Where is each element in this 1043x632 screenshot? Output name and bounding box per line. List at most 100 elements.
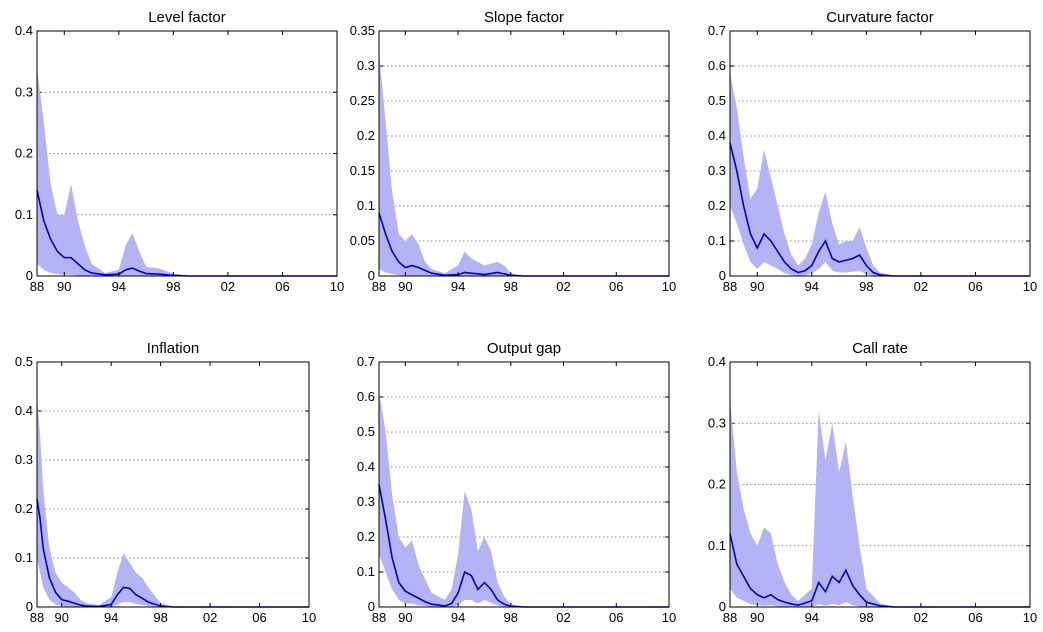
- x-tick-label: 02: [556, 610, 570, 625]
- panel-5: 0 0.1 0.2 0.3 0.4 88 90 94 98 02 06 10 Call rate: [708, 340, 1037, 625]
- y-tick-label: 0.4: [708, 128, 726, 143]
- x-tick-label: 10: [662, 610, 676, 625]
- plot-frame: [378, 30, 670, 277]
- series-line: [36, 190, 337, 277]
- confidence-band: [37, 396, 309, 607]
- y-tick-label: 0: [719, 599, 726, 614]
- x-tick-label: 94: [451, 279, 465, 294]
- x-tick-label: 94: [451, 610, 465, 625]
- y-tick-label: 0.15: [350, 163, 375, 178]
- x-tick-label: 98: [859, 610, 873, 625]
- x-tick-label: 90: [750, 610, 764, 625]
- y-tick-label: 0.3: [357, 58, 375, 73]
- chart-title: Output gap: [487, 340, 561, 357]
- y-tick-label: 0.5: [708, 93, 726, 108]
- y-tick-label: 0.5: [15, 354, 33, 369]
- confidence-band: [730, 398, 1030, 607]
- panel-0: 0 0.1 0.2 0.3 0.4 88 90 94 98 02 06 10 Level factor: [15, 9, 344, 294]
- x-tick-label: 10: [1023, 279, 1037, 294]
- chart-title: Level factor: [148, 9, 226, 26]
- y-tick-label: 0.2: [708, 477, 726, 492]
- x-tick-label: 10: [302, 610, 316, 625]
- y-tick-label: 0.1: [357, 198, 375, 213]
- plot-frame: [729, 30, 1031, 277]
- x-tick-label: 06: [968, 610, 982, 625]
- x-tick-label: 06: [609, 279, 623, 294]
- x-tick-label: 98: [153, 610, 167, 625]
- series-line: [36, 499, 309, 608]
- y-tick-label: 0.1: [15, 207, 33, 222]
- panel-4: 0 0.1 0.2 0.3 0.4 0.5 0.6 0.7 88 90 94 98 02 06 10 Outp…: [357, 340, 676, 625]
- plot-frame: [729, 361, 1031, 608]
- y-tick-label: 0.3: [15, 452, 33, 467]
- x-tick-label: 10: [330, 279, 344, 294]
- series-line: [378, 212, 669, 277]
- x-tick-label: 90: [750, 279, 764, 294]
- x-tick-label: 88: [372, 610, 386, 625]
- y-tick-label: 0.3: [708, 415, 726, 430]
- confidence-band: [379, 390, 669, 607]
- series-line: [729, 533, 1030, 608]
- y-tick-label: 0.2: [15, 501, 33, 516]
- x-tick-label: 02: [556, 279, 570, 294]
- x-tick-label: 06: [275, 279, 289, 294]
- y-tick-label: 0.1: [708, 538, 726, 553]
- x-tick-label: 88: [723, 279, 737, 294]
- y-tick-label: 0.1: [708, 233, 726, 248]
- series-line: [729, 142, 1030, 277]
- panel-3: 0 0.1 0.2 0.3 0.4 0.5 88 90 94 98 02 06 10 Inflation: [15, 340, 316, 625]
- y-tick-label: 0.3: [15, 84, 33, 99]
- x-tick-label: 98: [166, 279, 180, 294]
- x-tick-label: 88: [30, 610, 44, 625]
- y-tick-label: 0.3: [708, 163, 726, 178]
- y-tick-label: 0: [719, 268, 726, 283]
- y-tick-label: 0.2: [357, 128, 375, 143]
- y-tick-label: 0.4: [15, 23, 33, 38]
- y-tick-label: 0.6: [708, 58, 726, 73]
- x-tick-label: 88: [723, 610, 737, 625]
- chart-title: Call rate: [852, 340, 908, 357]
- y-tick-label: 0.1: [357, 564, 375, 579]
- x-tick-label: 98: [504, 279, 518, 294]
- y-tick-label: 0.2: [15, 146, 33, 161]
- panel-2: 0 0.1 0.2 0.3 0.4 0.5 0.6 0.7 88 90 94 98 02 06 10 Curv…: [708, 9, 1037, 294]
- y-tick-label: 0.7: [708, 23, 726, 38]
- y-tick-label: 0.4: [357, 459, 375, 474]
- y-tick-label: 0.4: [15, 403, 33, 418]
- panel-1: 0 0.05 0.1 0.15 0.2 0.25 0.3 0.35 88 90 94 98 02 06 10…: [350, 9, 677, 294]
- confidence-band: [730, 73, 1030, 276]
- x-tick-label: 06: [252, 610, 266, 625]
- y-tick-label: 0: [368, 599, 375, 614]
- x-tick-label: 90: [398, 279, 412, 294]
- x-tick-label: 94: [805, 279, 819, 294]
- y-tick-label: 0: [26, 268, 33, 283]
- x-tick-label: 10: [662, 279, 676, 294]
- x-tick-label: 94: [112, 279, 126, 294]
- chart-title: Inflation: [147, 340, 200, 357]
- y-tick-label: 0.1: [15, 550, 33, 565]
- x-tick-label: 02: [914, 610, 928, 625]
- x-tick-label: 02: [203, 610, 217, 625]
- series-line: [378, 484, 669, 608]
- y-tick-label: 0.3: [357, 494, 375, 509]
- plot-frame: [378, 361, 670, 608]
- x-tick-label: 06: [609, 610, 623, 625]
- x-tick-label: 90: [54, 610, 68, 625]
- y-tick-label: 0.35: [350, 23, 375, 38]
- y-tick-label: 0.2: [357, 529, 375, 544]
- plot-frame: [36, 30, 338, 277]
- y-tick-label: 0.05: [350, 233, 375, 248]
- x-tick-label: 88: [372, 279, 386, 294]
- confidence-band: [37, 67, 337, 276]
- x-tick-label: 90: [57, 279, 71, 294]
- chart-title: Curvature factor: [826, 9, 934, 26]
- y-tick-label: 0.2: [708, 198, 726, 213]
- x-tick-label: 98: [859, 279, 873, 294]
- y-tick-label: 0: [368, 268, 375, 283]
- y-tick-label: 0.25: [350, 93, 375, 108]
- x-tick-label: 10: [1023, 610, 1037, 625]
- x-tick-label: 90: [398, 610, 412, 625]
- y-tick-label: 0.6: [357, 389, 375, 404]
- y-tick-label: 0.4: [708, 354, 726, 369]
